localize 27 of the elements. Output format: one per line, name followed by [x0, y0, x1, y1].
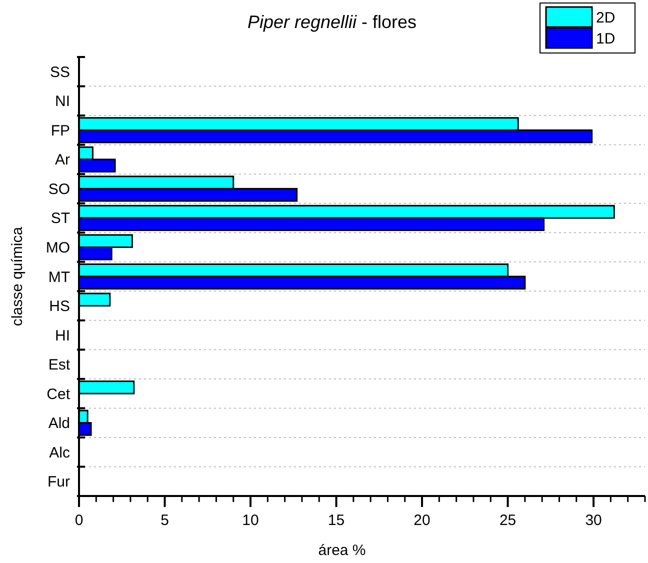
y-tick-label: Ald — [48, 415, 70, 432]
y-axis-title: classe química — [9, 226, 26, 326]
y-tick-label: FP — [50, 122, 70, 140]
y-tick-label: MT — [48, 268, 70, 286]
y-tick-label: MO — [46, 239, 70, 256]
legend-label: 2D — [596, 9, 616, 26]
y-tick-label: Est — [48, 356, 71, 374]
y-tick-label: Alc — [49, 444, 70, 462]
x-tick-label: 20 — [414, 512, 430, 529]
y-tick-label: HI — [55, 327, 70, 344]
y-tick-label: SS — [50, 64, 70, 81]
y-tick-label: ST — [50, 210, 70, 228]
y-tick-label: Ar — [55, 152, 70, 169]
y-tick-label: SO — [48, 180, 70, 198]
y-tick-label: Fur — [48, 474, 70, 491]
x-tick-label: 5 — [160, 512, 169, 529]
y-tick-label: NI — [55, 93, 70, 110]
x-tick-label: 25 — [499, 512, 516, 529]
y-tick-label: Cet — [46, 386, 71, 403]
y-tick-label: HS — [49, 298, 70, 316]
x-tick-label: 30 — [585, 512, 602, 529]
chart-title: Piper regnellii - flores — [247, 12, 417, 32]
x-tick-label: 15 — [328, 512, 345, 529]
x-tick-label: 10 — [242, 512, 259, 529]
x-axis-title: área % — [318, 542, 366, 559]
x-tick-label: 0 — [74, 512, 84, 529]
legend-label: 1D — [596, 30, 616, 48]
